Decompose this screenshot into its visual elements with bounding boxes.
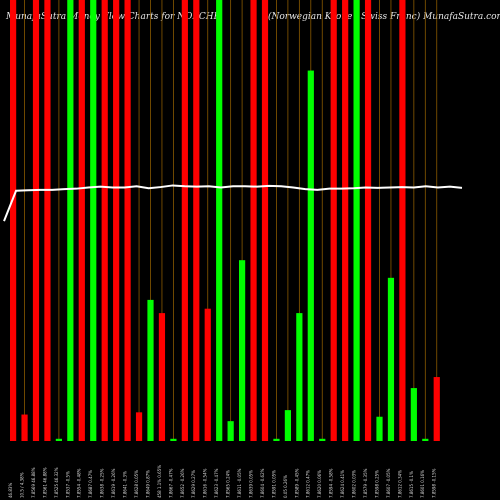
flow-bar [90, 0, 97, 441]
flow-bar [261, 0, 269, 441]
flow-bar [181, 0, 188, 441]
x-tick-label: 7.8537 -0.5% [65, 471, 70, 498]
flow-bar [158, 313, 166, 441]
flow-bar [239, 260, 246, 441]
x-tick-label: 46.83% [8, 483, 13, 498]
chart-title: MunafaSutra Money Flow Charts for NOKCHF [6, 12, 220, 22]
flow-bar [227, 421, 234, 441]
x-tick-label: 7.8598 -0.15% [432, 468, 437, 498]
flow-bar [330, 0, 337, 441]
flow-bar [342, 0, 349, 441]
flow-bar [67, 0, 74, 441]
flow-bar [55, 438, 62, 441]
x-tick-label: 7.8624 0.41% [340, 470, 345, 498]
x-tick-label: 0.05 0.26% [283, 475, 288, 498]
x-tick-label: 7.8579 -0.35% [363, 468, 368, 498]
flow-bar [273, 438, 280, 441]
x-tick-label: 7.8604 -0.62% [260, 468, 265, 498]
x-tick-label: 7.8638 -0.25% [100, 468, 105, 498]
flow-bar [193, 0, 200, 441]
x-tick-label: 7.8619 -0.26% [111, 468, 116, 498]
x-tick-label: 7.8561 46.88% [42, 467, 47, 498]
flow-bar [296, 313, 303, 441]
x-tick-label: 7.8687 0.47% [88, 470, 93, 498]
flow-bar [319, 438, 326, 441]
flow-bar [387, 277, 395, 441]
flow-bar [353, 0, 360, 441]
flow-bar [147, 299, 154, 441]
flow-bar [284, 410, 291, 441]
x-tick-label: 7.8649 0.87% [145, 470, 150, 498]
x-tick-label: 7.8611 -0.05% [237, 468, 242, 498]
x-tick-label: 7.8667 -0.47% [168, 468, 173, 498]
flow-bar [101, 0, 108, 441]
price-line [3, 184, 463, 222]
x-tick-label: 7.8616 -0.54% [203, 468, 208, 498]
x-tick-label: 7.8615 -0.1% [409, 471, 414, 498]
x-tick-label: 7.8652 -0.26% [180, 468, 185, 498]
x-tick-label: 7.8601 0.16% [420, 470, 425, 498]
x-tick-label: 7.8607 -0.05% [386, 468, 391, 498]
flow-bar [216, 0, 223, 441]
x-tick-label: 7.8598 0.25% [374, 470, 379, 498]
x-tick-label: 7.8641 -0.3% [123, 471, 128, 498]
flow-bar [78, 0, 85, 441]
flow-bar [10, 0, 17, 441]
x-tick-label: 7.8602 0.03% [352, 470, 357, 498]
flow-bar [307, 70, 314, 441]
x-tick-label: 7.8525 46.32% [54, 467, 59, 498]
flow-bar [135, 412, 143, 441]
flow-bar [44, 0, 51, 441]
x-tick-label: 7.8620 0.06% [317, 470, 322, 498]
flow-bar [399, 0, 406, 441]
flow-bar [364, 0, 372, 441]
flow-bar [113, 0, 120, 441]
flow-bar [170, 438, 177, 441]
x-tick-label: 7.8612 0.47% [306, 470, 311, 498]
chart-source: (Norwegian Krone / Swiss Franc) MunafaSu… [268, 12, 500, 22]
x-tick-label: 7.8565 0.24% [226, 470, 231, 498]
x-tick-label: 7.8629 0.27% [191, 470, 196, 498]
flow-bar [250, 0, 257, 441]
x-tick-label: 7.8591 0.05% [271, 470, 276, 498]
x-tick-label: 7.8612 0.34% [397, 470, 402, 498]
x-tick-label: 7.8589 -0.45% [294, 468, 299, 498]
flow-bar [433, 377, 440, 441]
flow-bar [410, 388, 417, 441]
x-tick-label: 7.8554 -0.48% [77, 468, 82, 498]
flow-bar [204, 308, 211, 441]
flow-bar [376, 416, 383, 441]
x-tick-label: 7.8569 46.88% [31, 467, 36, 498]
x-tick-label: 7.8594 -0.58% [329, 468, 334, 498]
flow-bar [422, 438, 429, 441]
x-tick-label: 10.5 / 4.38% [19, 472, 24, 498]
flow-bar [32, 0, 40, 441]
x-tick-label: 7.8623 -0.47% [214, 468, 219, 498]
x-tick-label: 7.8628 0.05% [134, 470, 139, 498]
x-tick-label: 458 1.1% 0.65% [157, 465, 162, 498]
x-tick-label: 7.8639 0.05% [248, 470, 253, 498]
flow-bar [124, 0, 131, 441]
flow-bar [21, 414, 28, 441]
